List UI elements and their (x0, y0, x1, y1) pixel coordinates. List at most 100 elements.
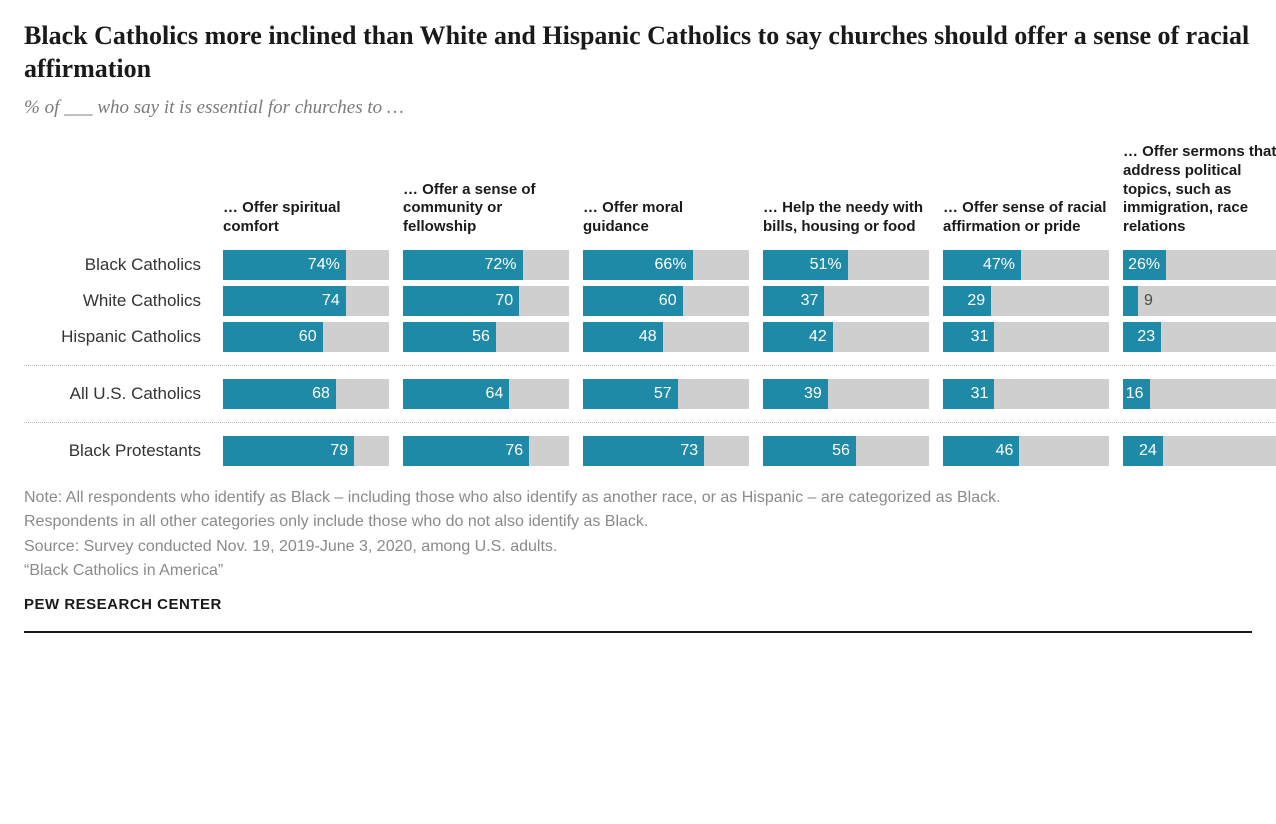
bar-value-label: 31 (971, 328, 989, 346)
bar-track: 24 (1123, 436, 1276, 466)
bar-cell: 73 (583, 433, 749, 469)
bottom-rule (24, 631, 1252, 633)
bar-cell: 70 (403, 283, 569, 319)
column-header: … Help the needy with bills, housing or … (763, 199, 929, 247)
bar-value-label: 70 (495, 292, 513, 310)
bar-track: 23 (1123, 322, 1276, 352)
chart-title: Black Catholics more inclined than White… (24, 20, 1252, 85)
bar-cell: 60 (223, 319, 389, 355)
bar-value-label: 46 (996, 442, 1014, 460)
bar-cell: 31 (943, 319, 1109, 355)
bar-value-label: 24 (1139, 442, 1157, 460)
bar-value-label: 68 (312, 385, 330, 403)
bar-cell: 24 (1123, 433, 1276, 469)
bar-value-label: 60 (299, 328, 317, 346)
row-label: Hispanic Catholics (24, 327, 209, 347)
column-header: … Offer spiritual comfort (223, 199, 389, 247)
bar-track: 47% (943, 250, 1109, 280)
bar-value-label: 72% (484, 256, 516, 274)
bar-track: 66% (583, 250, 749, 280)
bar-value-label: 79 (330, 442, 348, 460)
bar-cell: 56 (763, 433, 929, 469)
bar-value-label: 66% (655, 256, 687, 274)
bar-track: 79 (223, 436, 389, 466)
bar-cell: 60 (583, 283, 749, 319)
bar-cell: 66% (583, 247, 749, 283)
bar-track: 29 (943, 286, 1109, 316)
column-header: … Offer moral guidance (583, 199, 749, 247)
column-header: … Offer sermons that address political t… (1123, 143, 1276, 247)
bar-value-label: 47% (983, 256, 1015, 274)
bar-cell: 74 (223, 283, 389, 319)
bar-value-label: 37 (801, 292, 819, 310)
bar-value-label: 76 (505, 442, 523, 460)
bar-value-label: 51% (810, 256, 842, 274)
bar-value-label: 74 (322, 292, 340, 310)
row-label: White Catholics (24, 291, 209, 311)
row-label: All U.S. Catholics (24, 384, 209, 404)
bar-track: 39 (763, 379, 929, 409)
bar-cell: 9 (1123, 283, 1276, 319)
bar-value-label: 31 (971, 385, 989, 403)
bar-track: 76 (403, 436, 569, 466)
bar-track: 26% (1123, 250, 1276, 280)
bar-track: 74% (223, 250, 389, 280)
bar-cell: 23 (1123, 319, 1276, 355)
bar-track: 56 (403, 322, 569, 352)
note-line: Respondents in all other categories only… (24, 511, 1252, 533)
bar-value-label: 73 (680, 442, 698, 460)
bar-value-label: 56 (832, 442, 850, 460)
bar-cell: 74% (223, 247, 389, 283)
bar-value-label: 23 (1137, 328, 1155, 346)
bar-cell: 57 (583, 376, 749, 412)
bar-track: 42 (763, 322, 929, 352)
bar-cell: 51% (763, 247, 929, 283)
bar-value-label: 48 (639, 328, 657, 346)
bar-cell: 37 (763, 283, 929, 319)
group-divider (24, 422, 1276, 423)
bar-value-label: 64 (485, 385, 503, 403)
bar-track: 70 (403, 286, 569, 316)
chart-grid: … Offer spiritual comfort … Offer a sense… (24, 143, 1252, 469)
chart-notes: Note: All respondents who identify as Bl… (24, 487, 1252, 583)
column-header: … Offer sense of racial affirmation or p… (943, 199, 1109, 247)
bar-track: 9 (1123, 286, 1276, 316)
bar-value-label: 42 (809, 328, 827, 346)
chart-subtitle: % of ___ who say it is essential for chu… (24, 97, 1252, 119)
bar-cell: 76 (403, 433, 569, 469)
bar-track: 48 (583, 322, 749, 352)
bar-track: 60 (223, 322, 389, 352)
bar-cell: 29 (943, 283, 1109, 319)
chart-area: … Offer spiritual comfort … Offer a sense… (24, 143, 1252, 469)
bar-track: 46 (943, 436, 1109, 466)
bar-track: 72% (403, 250, 569, 280)
bar-cell: 16 (1123, 376, 1276, 412)
bar-value-label: 57 (654, 385, 672, 403)
note-line: Note: All respondents who identify as Bl… (24, 487, 1252, 509)
bar-value-label: 60 (659, 292, 677, 310)
row-label: Black Catholics (24, 255, 209, 275)
chart-footer: PEW RESEARCH CENTER (24, 596, 1252, 613)
bar-cell: 48 (583, 319, 749, 355)
bar-cell: 47% (943, 247, 1109, 283)
bar-cell: 56 (403, 319, 569, 355)
bar-track: 31 (943, 322, 1109, 352)
group-divider (24, 365, 1276, 366)
bar-cell: 72% (403, 247, 569, 283)
bar-cell: 31 (943, 376, 1109, 412)
bar-track: 16 (1123, 379, 1276, 409)
bar-value-label: 39 (804, 385, 822, 403)
bar-cell: 26% (1123, 247, 1276, 283)
column-header: … Offer a sense of community or fellowsh… (403, 181, 569, 247)
bar-track: 56 (763, 436, 929, 466)
bar-cell: 39 (763, 376, 929, 412)
bar-cell: 64 (403, 376, 569, 412)
bar-track: 68 (223, 379, 389, 409)
bar-track: 57 (583, 379, 749, 409)
bar-track: 60 (583, 286, 749, 316)
bar-value-label: 74% (308, 256, 340, 274)
row-label: Black Protestants (24, 441, 209, 461)
bar-cell: 42 (763, 319, 929, 355)
bar-cell: 46 (943, 433, 1109, 469)
bar-track: 31 (943, 379, 1109, 409)
